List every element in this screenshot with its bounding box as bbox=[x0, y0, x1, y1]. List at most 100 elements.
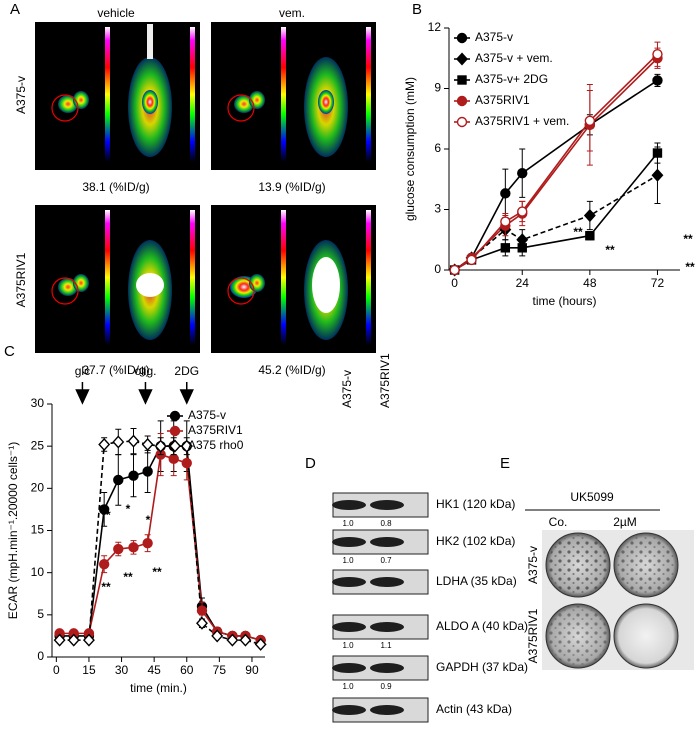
x-tick-label: 0 bbox=[53, 663, 60, 677]
marker bbox=[449, 264, 460, 276]
organ bbox=[136, 273, 164, 297]
band bbox=[332, 537, 366, 547]
marker bbox=[652, 148, 663, 158]
roi-circle bbox=[51, 94, 79, 122]
legend-label: A375-v bbox=[475, 30, 513, 44]
event-arrow bbox=[75, 382, 90, 405]
marker bbox=[456, 52, 468, 66]
significance: * bbox=[146, 513, 151, 527]
chart: 0 3 6 9 12 0 24 48 72 time (hours) glucose consump… bbox=[403, 20, 695, 308]
event-label: 2DG bbox=[174, 364, 199, 378]
band bbox=[370, 500, 404, 510]
marker bbox=[500, 188, 511, 199]
color-scale bbox=[190, 210, 195, 345]
significance: ** bbox=[605, 243, 615, 257]
marker bbox=[500, 216, 511, 227]
series-line bbox=[454, 152, 659, 271]
y-tick-label: 5 bbox=[37, 607, 44, 621]
uptake-label: 45.2 (%ID/g) bbox=[258, 363, 325, 377]
pet-image bbox=[35, 22, 200, 170]
x-tick-label: 24 bbox=[516, 276, 530, 290]
roi-circle bbox=[51, 277, 79, 305]
tumor bbox=[58, 278, 78, 296]
band-ratio: 1.0 bbox=[342, 519, 354, 528]
event-label: olig. bbox=[134, 364, 156, 378]
series-line bbox=[454, 53, 659, 271]
row-label: A375RIV1 bbox=[14, 252, 28, 307]
legend-label: A375RIV1 bbox=[475, 93, 530, 107]
column-label: vehicle bbox=[97, 6, 135, 20]
panel-a: vehicle vem. A375-v A375RIV1 38.1 (%ID/g… bbox=[14, 6, 376, 377]
band-ratio: 1.0 bbox=[342, 641, 354, 650]
significance: ** bbox=[683, 232, 693, 246]
marker bbox=[128, 470, 139, 481]
band-ratio: 0.7 bbox=[380, 556, 392, 565]
panel-letter: E bbox=[500, 455, 510, 472]
legend-label: A375RIV1 + vem. bbox=[475, 114, 569, 128]
significance: * bbox=[126, 502, 131, 516]
roi-circle bbox=[227, 277, 255, 305]
chart: 0 5 10 15 20 25 30 0 15 30 45 60 75 90 time (min.) ECAR… bbox=[6, 364, 267, 695]
marker bbox=[585, 231, 595, 241]
significance: ** bbox=[152, 565, 162, 579]
row-label: A375-v bbox=[14, 76, 28, 114]
significance: ** bbox=[685, 260, 695, 274]
marker bbox=[466, 254, 477, 266]
series-line bbox=[59, 453, 261, 641]
y-tick-label: 0 bbox=[434, 262, 441, 276]
lane-label: A375RIV1 bbox=[378, 353, 392, 408]
colonies bbox=[548, 535, 608, 595]
significance: ** bbox=[101, 580, 111, 594]
band bbox=[370, 577, 404, 587]
marker bbox=[98, 504, 110, 515]
band bbox=[370, 663, 404, 673]
legend-label: A375-v+ 2DG bbox=[475, 72, 548, 86]
row-label: A375-v bbox=[526, 546, 540, 584]
marker bbox=[98, 559, 110, 570]
row-label: A375RIV1 bbox=[526, 608, 540, 663]
panel-letter: D bbox=[305, 455, 316, 472]
band-ratio: 1.0 bbox=[342, 682, 354, 691]
column-label: vem. bbox=[279, 6, 305, 20]
marker bbox=[456, 116, 468, 128]
organ bbox=[318, 90, 334, 114]
protein-label: GAPDH (37 kDa) bbox=[436, 660, 528, 674]
marker bbox=[154, 439, 167, 453]
band bbox=[370, 622, 404, 632]
protein-label: LDHA (35 kDa) bbox=[436, 574, 517, 588]
marker bbox=[584, 115, 596, 126]
event-arrow bbox=[138, 382, 153, 405]
marker bbox=[239, 633, 252, 647]
marker bbox=[113, 543, 124, 555]
significance: ** bbox=[123, 570, 133, 584]
marker bbox=[83, 633, 95, 647]
tail bbox=[147, 24, 153, 59]
marker bbox=[127, 434, 140, 448]
x-axis-label: time (min.) bbox=[130, 681, 187, 695]
legend-label: A375RIV1 bbox=[188, 423, 243, 437]
marker bbox=[652, 49, 663, 60]
y-axis-label: glucose consumption (mM) bbox=[403, 77, 417, 221]
x-tick-label: 45 bbox=[147, 663, 161, 677]
marker bbox=[141, 437, 154, 452]
y-tick-label: 0 bbox=[37, 649, 44, 663]
marker bbox=[254, 637, 267, 651]
marker bbox=[457, 75, 467, 85]
marker bbox=[53, 633, 66, 647]
marker bbox=[112, 435, 125, 449]
legend-label: A375 rho0 bbox=[188, 438, 244, 452]
color-scale bbox=[190, 27, 195, 162]
legend-label: A375-v + vem. bbox=[475, 51, 553, 65]
marker bbox=[180, 439, 193, 453]
band bbox=[332, 500, 366, 510]
marker bbox=[456, 95, 468, 107]
event-arrow bbox=[179, 382, 194, 405]
color-scale bbox=[281, 27, 286, 162]
y-tick-label: 30 bbox=[31, 396, 45, 410]
marker bbox=[517, 243, 527, 253]
y-tick-label: 25 bbox=[31, 438, 45, 452]
treatment-label: UK5099 bbox=[570, 490, 614, 504]
column-label: Co. bbox=[549, 515, 568, 529]
marker bbox=[517, 167, 528, 179]
